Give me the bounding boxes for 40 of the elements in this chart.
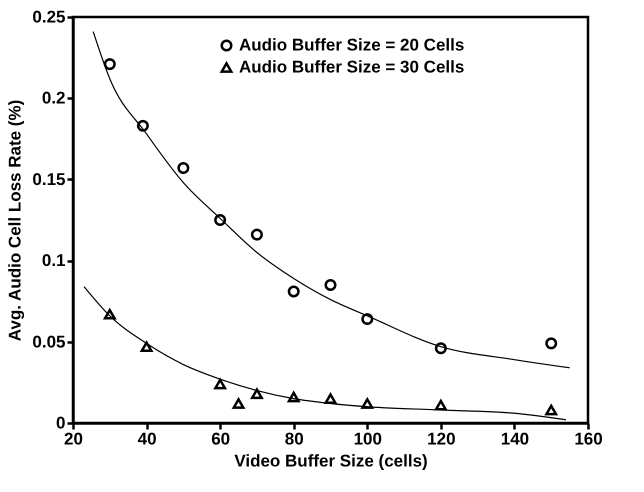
line-series (83, 286, 567, 420)
point (288, 285, 300, 298)
y-axis-title: Avg. Audio Cell Loss Rate (%) (5, 100, 24, 342)
y-tick-label: 0.25 (32, 8, 66, 26)
y-tick-label: 0 (56, 414, 66, 432)
point (545, 337, 558, 350)
x-tick-label: 20 (64, 430, 83, 448)
point (434, 342, 447, 354)
y-tick-label: 0.05 (32, 332, 66, 352)
y-tick-label: 0.15 (32, 170, 66, 189)
point (214, 378, 226, 390)
point (361, 398, 374, 409)
x-tick-label: 160 (574, 430, 603, 448)
x-tick-label: 80 (284, 430, 304, 448)
x-tick-label: 60 (211, 430, 230, 448)
x-tick-label: 100 (354, 430, 382, 448)
x-tick-label: 120 (427, 430, 456, 448)
point (177, 162, 190, 174)
point (434, 400, 447, 410)
point (361, 313, 374, 326)
x-tick-label: 40 (138, 430, 157, 448)
point (104, 58, 116, 70)
x-axis-title: Video Buffer Size (cells) (234, 452, 428, 470)
point (104, 308, 116, 320)
point (324, 393, 336, 404)
y-tick-label: 0.1 (42, 251, 66, 270)
y-tick-label: 0.2 (42, 88, 66, 108)
point (288, 392, 300, 402)
line-series (92, 31, 570, 368)
point (136, 120, 149, 132)
point (250, 388, 263, 400)
point (545, 404, 558, 416)
point (140, 341, 153, 352)
point (250, 228, 263, 241)
legend-label: Audio Buffer Size = 30 Cells (239, 58, 464, 76)
point (214, 214, 226, 226)
legend-label: Audio Buffer Size = 20 Cells (239, 36, 464, 54)
x-tick-label: 140 (500, 430, 530, 448)
point (324, 278, 336, 291)
point (232, 398, 245, 409)
